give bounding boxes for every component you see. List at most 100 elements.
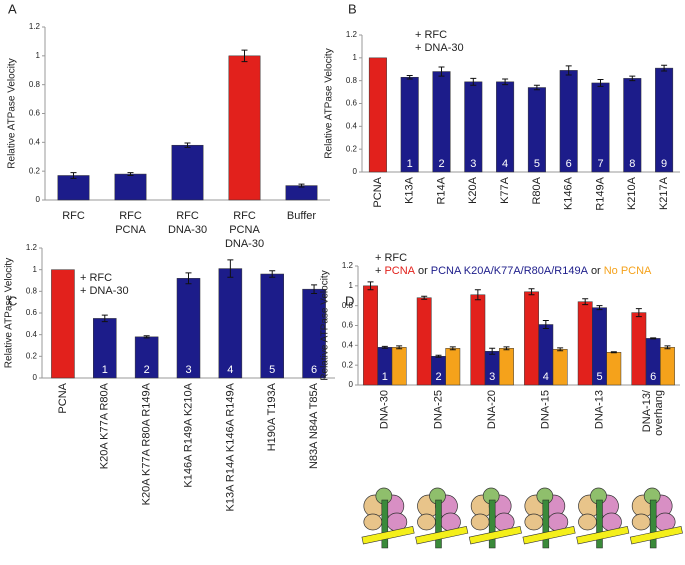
bar-label: 6: [311, 364, 317, 376]
y-axis-label: Relative ATPase Velocity: [324, 48, 335, 158]
bar-label: 5: [269, 364, 275, 376]
legend-prefix: +: [375, 265, 381, 277]
dna-clamp-icon: [361, 487, 415, 549]
y-tick-label: 0.4: [342, 340, 354, 349]
error-bar: [502, 78, 509, 86]
x-tick-label: K217A: [658, 176, 670, 210]
dna-clamp-icon: [629, 487, 683, 549]
error-bar: [406, 75, 413, 80]
error-bar: [470, 77, 477, 86]
y-tick-label: 0.8: [29, 80, 41, 89]
bar: [606, 352, 622, 386]
icon-part: [631, 513, 651, 531]
bar-label: 3: [185, 364, 191, 376]
y-tick-label: 0.2: [26, 351, 38, 360]
bar-label: 3: [489, 371, 495, 383]
y-tick-label: 0.6: [29, 109, 41, 118]
y-tick-label: 0.4: [26, 330, 38, 339]
bar: [470, 294, 486, 386]
error-bar: [298, 183, 305, 188]
error-bar: [528, 288, 535, 296]
error-bar: [184, 142, 191, 148]
x-tick-label: K13A R14A K146A R149A: [224, 382, 236, 511]
error-bar: [227, 259, 234, 278]
error-bar: [474, 289, 481, 301]
bar-label: 6: [650, 371, 656, 383]
panel-label: B: [348, 1, 357, 16]
y-tick-label: 1: [36, 51, 41, 60]
error-bar: [70, 172, 77, 179]
annotation: + RFC: [80, 272, 112, 284]
x-tick-label: overhang: [653, 390, 665, 436]
error-bar: [635, 308, 642, 318]
error-bar: [311, 284, 318, 294]
legend-joiner: or: [418, 265, 428, 277]
icon-part: [488, 499, 496, 549]
y-tick-label: 0: [353, 167, 358, 176]
icon-part: [649, 499, 657, 549]
bar: [285, 185, 318, 201]
bar: [524, 291, 539, 386]
x-tick-label: RFC: [233, 210, 256, 222]
x-tick-label: H190A T193A: [266, 382, 278, 451]
bar-label: 2: [435, 371, 441, 383]
error-bar: [438, 66, 445, 77]
error-bar: [557, 347, 564, 352]
annotation: + RFC: [415, 29, 447, 41]
bar: [416, 297, 432, 386]
error-bar: [596, 305, 603, 311]
bar: [260, 273, 284, 379]
bar-label: 7: [597, 158, 603, 170]
x-tick-label: PCNA: [115, 224, 146, 236]
icon-part: [415, 525, 469, 545]
x-tick-label: DNA-25: [432, 390, 444, 429]
x-tick-label: DNA-30: [168, 224, 207, 236]
x-tick-label: RFC: [119, 210, 142, 222]
bar-label: 2: [144, 364, 150, 376]
y-tick-label: 1: [353, 53, 358, 62]
dna-clamp-icon: [415, 487, 469, 549]
error-bar: [269, 270, 276, 278]
y-tick-label: 1.2: [346, 30, 358, 39]
legend: + PCNA or PCNA K20A/K77A/R80A/R149A or No PCN…: [375, 265, 652, 277]
bar: [57, 175, 90, 201]
error-bar: [127, 172, 134, 176]
error-bar: [185, 272, 192, 285]
annotation: + RFC: [375, 252, 407, 264]
icon-part: [522, 525, 576, 545]
y-tick-label: 0.4: [346, 121, 358, 130]
panel-label: A: [8, 1, 17, 16]
legend-joiner: or: [591, 265, 601, 277]
error-bar: [597, 79, 604, 87]
bar-label: 3: [470, 158, 476, 170]
x-tick-label: R14A: [435, 176, 447, 204]
error-bar: [396, 345, 403, 350]
x-tick-label: DNA-30: [225, 238, 264, 250]
x-tick-label: K20A K77A R80A: [99, 382, 111, 469]
error-bar: [610, 351, 617, 354]
x-tick-label: DNA-20: [486, 390, 498, 429]
bar-label: 9: [661, 158, 667, 170]
x-tick-label: DNA-30: [379, 390, 391, 429]
x-tick-label: K146A: [563, 176, 575, 210]
y-tick-label: 0.2: [346, 144, 358, 153]
bar-label: 5: [534, 158, 540, 170]
error-bar: [421, 295, 428, 300]
bar: [171, 144, 204, 201]
bar-label: 4: [227, 364, 233, 376]
y-axis-label: Relative ATPase Velocity: [4, 258, 15, 368]
bar: [631, 312, 647, 386]
error-bar: [661, 64, 668, 72]
y-axis-label: Relative ATPase Velocity: [320, 270, 331, 380]
legend-entry: PCNA K20A/K77A/R80A/R149A: [431, 265, 589, 277]
icon-part: [596, 499, 603, 549]
error-bar: [565, 65, 572, 76]
bar-label: 4: [502, 158, 508, 170]
error-bar: [381, 345, 388, 349]
bar: [552, 349, 568, 386]
bar-label: 4: [543, 371, 549, 383]
bar: [218, 268, 243, 379]
x-tick-label: DNA-13/: [641, 389, 653, 432]
error-bar: [143, 335, 150, 339]
